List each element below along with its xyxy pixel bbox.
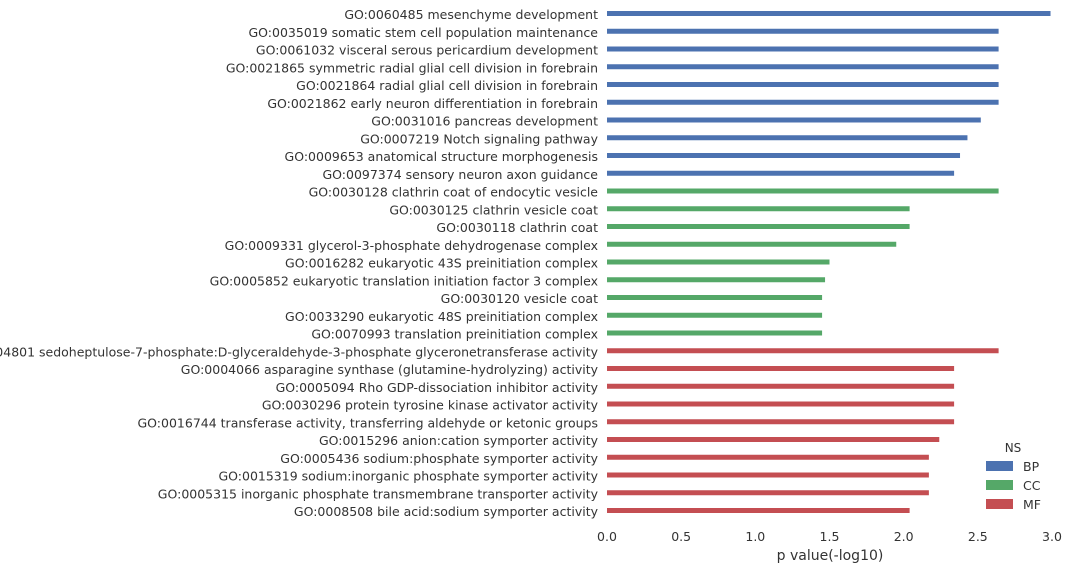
category-label: GO:0061032 visceral serous pericardium d… xyxy=(256,43,598,58)
category-label: GO:0035019 somatic stem cell population … xyxy=(249,25,599,40)
category-label: GO:0030118 clathrin coat xyxy=(436,220,598,235)
bar-mf-28 xyxy=(607,508,910,513)
x-tick-label: 2.0 xyxy=(894,529,914,544)
category-label: GO:0030128 clathrin coat of endocytic ve… xyxy=(309,185,599,200)
bar-cc-18 xyxy=(607,330,823,336)
bar-bp-9 xyxy=(607,170,955,176)
bar-cc-10 xyxy=(607,188,999,194)
category-label: GO:0004066 asparagine synthase (glutamin… xyxy=(181,362,599,377)
category-label: GO:0097374 sensory neuron axon guidance xyxy=(322,167,598,182)
bar-cc-13 xyxy=(607,241,897,247)
bar-bp-6 xyxy=(607,117,981,123)
bar-mf-22 xyxy=(607,401,955,407)
bar-bp-1 xyxy=(607,28,999,34)
x-tick-label: 1.0 xyxy=(745,529,765,544)
x-tick-label: 0.5 xyxy=(671,529,691,544)
x-axis-title: p value(-log10) xyxy=(777,548,884,564)
bar-mf-27 xyxy=(607,490,929,496)
category-label: GO:0005436 sodium:phosphate symporter ac… xyxy=(280,451,598,466)
legend-swatch-mf xyxy=(986,499,1013,509)
bar-mf-24 xyxy=(607,437,940,442)
bar-cc-16 xyxy=(607,295,823,300)
category-label: GO:0021862 early neuron differentiation … xyxy=(267,96,598,111)
bar-bp-3 xyxy=(607,64,999,70)
category-label: GO:0004801 sedoheptulose-7-phosphate:D-g… xyxy=(0,344,599,359)
category-label: GO:0021864 radial glial cell division in… xyxy=(296,78,598,93)
bar-cc-11 xyxy=(607,206,910,212)
category-label: GO:0030296 protein tyrosine kinase activ… xyxy=(262,398,599,413)
legend-swatch-cc xyxy=(986,480,1013,490)
category-label: GO:0005852 eukaryotic translation initia… xyxy=(210,273,598,288)
bar-mf-19 xyxy=(607,348,999,354)
category-label: GO:0030120 vesicle coat xyxy=(441,291,598,306)
legend: NS BP CC MF xyxy=(986,441,1041,512)
category-label: GO:0015319 sodium:inorganic phosphate sy… xyxy=(218,469,598,484)
category-labels-group: GO:0060485 mesenchyme development GO:0035… xyxy=(0,7,599,519)
bars-group xyxy=(607,11,1051,513)
bar-mf-26 xyxy=(607,472,929,478)
category-label: GO:0008508 bile acid:sodium symporter ac… xyxy=(294,504,599,519)
category-label: GO:0005094 Rho GDP-dissociation inhibito… xyxy=(276,380,599,395)
x-tick-labels-group: 0.0 0.5 1.0 1.5 2.0 2.5 3.0 xyxy=(597,529,1062,544)
category-label: GO:0070993 translation preinitiation com… xyxy=(311,327,598,342)
category-label: GO:0005315 inorganic phosphate transmemb… xyxy=(158,486,599,501)
x-tick-label: 3.0 xyxy=(1042,529,1062,544)
bar-cc-12 xyxy=(607,224,910,229)
category-label: GO:0015296 anion:cation symporter activi… xyxy=(319,433,599,448)
x-tick-label: 2.5 xyxy=(968,529,988,544)
category-label: GO:0016744 transferase activity, transfe… xyxy=(138,415,599,430)
bar-cc-15 xyxy=(607,277,826,283)
bar-mf-25 xyxy=(607,454,929,460)
bar-mf-20 xyxy=(607,366,955,371)
category-label: GO:0009331 glycerol-3-phosphate dehydrog… xyxy=(225,238,598,253)
bar-bp-8 xyxy=(607,153,961,158)
category-label: GO:0031016 pancreas development xyxy=(371,114,598,129)
legend-title: NS xyxy=(1005,441,1022,455)
bar-cc-14 xyxy=(607,259,830,265)
category-label: GO:0016282 eukaryotic 43S preinitiation … xyxy=(285,256,598,271)
category-label: GO:0060485 mesenchyme development xyxy=(344,7,598,22)
category-label: GO:0030125 clathrin vesicle coat xyxy=(389,202,598,217)
category-label: GO:0033290 eukaryotic 48S preinitiation … xyxy=(285,309,598,324)
bar-mf-21 xyxy=(607,383,955,389)
bar-bp-7 xyxy=(607,135,968,141)
x-tick-label: 1.5 xyxy=(820,529,840,544)
bar-cc-17 xyxy=(607,312,823,318)
bar-bp-4 xyxy=(607,82,999,87)
bar-bp-2 xyxy=(607,46,999,52)
legend-swatch-bp xyxy=(986,461,1013,471)
legend-label-cc: CC xyxy=(1023,478,1041,493)
x-tick-label: 0.0 xyxy=(597,529,617,544)
legend-label-bp: BP xyxy=(1023,459,1040,474)
category-label: GO:0009653 anatomical structure morphoge… xyxy=(285,149,598,164)
category-label: GO:0021865 symmetric radial glial cell d… xyxy=(226,60,598,75)
bar-mf-23 xyxy=(607,419,955,425)
category-label: GO:0007219 Notch signaling pathway xyxy=(360,131,598,146)
legend-label-mf: MF xyxy=(1023,497,1041,512)
bar-bp-0 xyxy=(607,11,1051,16)
bar-bp-5 xyxy=(607,99,999,105)
